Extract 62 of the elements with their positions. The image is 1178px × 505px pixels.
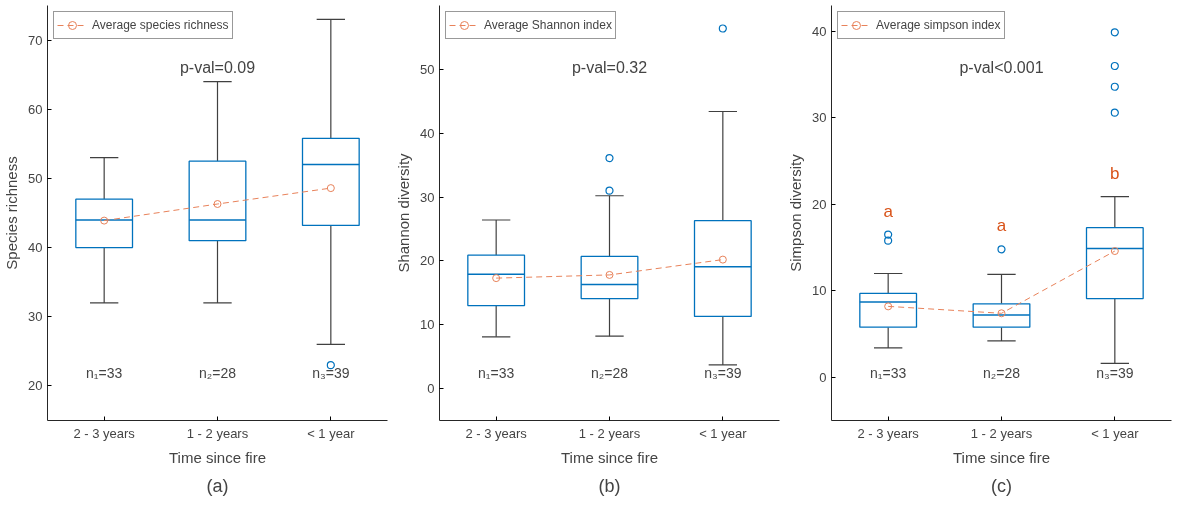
point [492,274,501,283]
annotation: p-val<0.001 [959,59,1044,76]
legend-label: Average species richness [92,18,229,32]
annotation: n₃=39 [312,364,350,381]
x-axis-title: Time since fire [953,448,1050,466]
x-tick-label: 2 - 3 years [857,425,920,441]
annotation: n₃=39 [704,364,742,381]
annotation: b [1110,163,1120,183]
legend-label: Average Shannon index [484,18,612,32]
x-tick-label: 2 - 3 years [465,425,528,441]
y-tick-label: 20 [420,253,435,269]
annotation: n₃=39 [1096,364,1134,381]
point [997,309,1006,318]
x-tick-label: 1 - 2 years [186,425,249,441]
annotation: n₁=33 [86,364,123,381]
y-tick-label: 40 [812,23,827,39]
y-tick-label: 30 [28,309,43,325]
point [718,255,727,264]
y-axis-title: Species richness [3,156,21,270]
annotation: n₂=28 [591,364,629,381]
x-tick-label: 1 - 2 years [970,425,1033,441]
annotation: n₂=28 [983,364,1021,381]
y-tick-label: 0 [427,381,435,397]
text: (b) [598,475,621,496]
y-tick-label: 30 [812,110,827,126]
annotation: p-val=0.32 [571,59,648,76]
y-tick-label: 40 [420,125,435,141]
x-tick-label: < 1 year [1091,425,1140,441]
text: (c) [991,475,1013,496]
text: (a) [206,475,229,496]
y-tick-label: 60 [28,101,43,117]
y-axis-title: Shannon diversity [395,152,413,273]
point [884,302,893,311]
annotation: n₁=33 [870,364,907,381]
y-tick-label: 10 [812,283,827,299]
x-tick-label: < 1 year [307,425,356,441]
y-tick-label: 20 [812,196,827,212]
point [100,216,109,225]
annotation: a [996,216,1007,236]
annotation: p-val=0.09 [179,59,256,76]
x-tick-label: < 1 year [699,425,748,441]
point [605,270,614,279]
annotation: n₁=33 [478,364,515,381]
point [213,200,222,208]
point [326,184,335,193]
y-tick-label: 50 [420,61,435,77]
y-tick-label: 50 [28,170,43,186]
y-tick-label: 10 [420,317,435,333]
y-axis-title: Simpson diversity [787,153,805,272]
y-tick-label: 20 [28,378,43,394]
x-axis-title: Time since fire [561,448,658,466]
y-tick-label: 70 [28,32,43,48]
y-tick-label: 0 [819,369,827,385]
y-tick-label: 40 [28,240,43,256]
point [1110,247,1119,256]
annotation: a [883,201,894,221]
annotation: n₂=28 [199,364,237,381]
y-tick-label: 30 [420,189,435,205]
legend-label: Average simpson index [876,18,1001,32]
x-axis-title: Time since fire [169,448,266,466]
x-tick-label: 1 - 2 years [578,425,641,441]
x-tick-label: 2 - 3 years [73,425,136,441]
